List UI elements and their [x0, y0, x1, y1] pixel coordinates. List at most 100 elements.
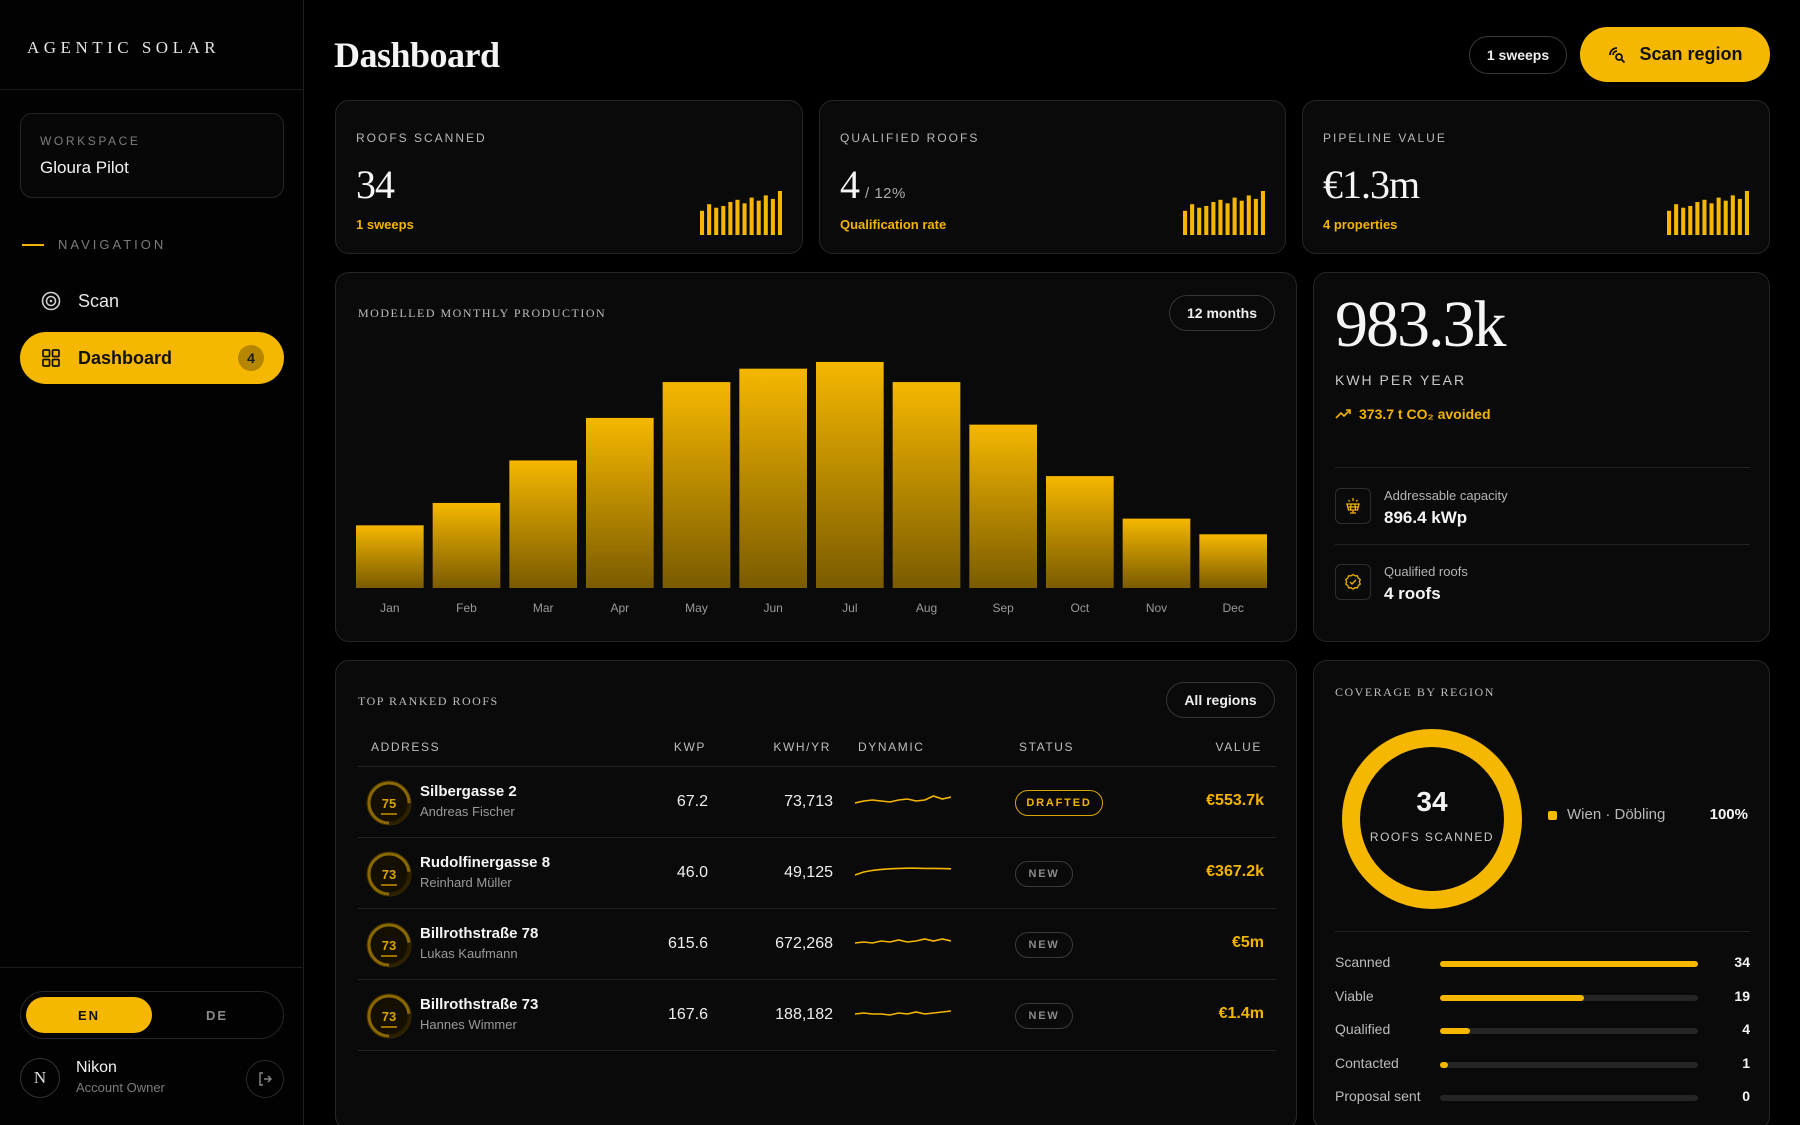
- funnel-fill: [1440, 994, 1585, 1001]
- bar-dec[interactable]: [1199, 534, 1267, 588]
- section-title: COVERAGE BY REGION: [1335, 685, 1495, 699]
- top-ranked-roofs-card: TOP RANKED ROOFS All regions ADDRESS KWP…: [335, 660, 1297, 1125]
- column-header-status[interactable]: STATUS: [1019, 740, 1075, 754]
- roof-address[interactable]: Rudolfinergasse 8: [420, 854, 551, 871]
- avatar[interactable]: N: [20, 1058, 60, 1098]
- bar-nov[interactable]: [1122, 518, 1191, 588]
- sidebar-item-dashboard[interactable]: Dashboard 4: [20, 332, 284, 384]
- roof-kwh: 672,268: [775, 935, 833, 952]
- logout-button[interactable]: [246, 1060, 284, 1098]
- funnel-label: Scanned: [1335, 954, 1391, 970]
- bar-may[interactable]: [662, 382, 731, 588]
- sidebar-item-scan[interactable]: Scan: [20, 275, 284, 327]
- bar-jul[interactable]: [816, 361, 884, 588]
- roof-value: €1.4m: [1218, 1005, 1264, 1022]
- divider: [1335, 931, 1750, 932]
- roof-kwh: 49,125: [784, 864, 833, 881]
- divider: [1335, 544, 1750, 545]
- kpi-value: 4 / 12%: [840, 161, 906, 208]
- kpi-sparkbars: [700, 191, 782, 235]
- nav-count-badge: 4: [238, 345, 264, 371]
- kpi-subvalue: / 12%: [865, 185, 906, 202]
- grid-icon: [40, 347, 62, 369]
- avatar-initial: N: [33, 1068, 47, 1087]
- language-option-en[interactable]: EN: [26, 997, 152, 1033]
- score-arc: [367, 852, 411, 896]
- dynamic-sparkline: [855, 938, 951, 944]
- sweeps-pill[interactable]: 1 sweeps: [1469, 36, 1567, 74]
- bar-mar[interactable]: [509, 460, 577, 588]
- divider: [0, 967, 304, 968]
- roof-owner: Reinhard Müller: [420, 875, 512, 890]
- column-header-address[interactable]: ADDRESS: [371, 740, 441, 754]
- scan-region-button[interactable]: Scan region: [1580, 27, 1770, 82]
- funnel-track: [1440, 1095, 1698, 1101]
- status-badge: DRAFTED: [1015, 790, 1103, 816]
- funnel-value: 4: [1742, 1021, 1750, 1037]
- status-badge: NEW: [1015, 861, 1073, 887]
- roof-kwp: 615.6: [667, 935, 708, 952]
- spark-bar: [749, 197, 754, 235]
- bar-sep[interactable]: [969, 424, 1037, 588]
- table-row[interactable]: 75 Silbergasse 2 Andreas Fischer 67.2 73,713…: [358, 766, 1276, 837]
- spark-bar: [1183, 210, 1188, 235]
- kpi-value-text: €1.3m: [1323, 162, 1420, 207]
- workspace-switcher[interactable]: WORKSPACE Gloura Pilot: [20, 113, 284, 198]
- spark-bar: [1204, 205, 1209, 235]
- funnel-track: [1440, 1061, 1698, 1068]
- bar-aug[interactable]: [892, 382, 961, 588]
- kpi-value: €1.3m: [1323, 161, 1420, 208]
- score-ring: 73: [366, 851, 412, 897]
- divider: [0, 89, 304, 90]
- spark-bar: [1260, 191, 1265, 235]
- spark-bar: [756, 200, 761, 235]
- language-option-de[interactable]: DE: [205, 1007, 229, 1023]
- spark-bar: [700, 210, 705, 235]
- funnel-row: Qualified 4: [1335, 1021, 1750, 1041]
- score-value: 73: [382, 867, 396, 882]
- workspace-label: WORKSPACE: [40, 134, 141, 148]
- sidebar: AGENTIC SOLAR WORKSPACE Gloura Pilot NAV…: [0, 0, 304, 1125]
- legend-region-name: Wien · Döbling: [1567, 806, 1666, 823]
- bar-oct[interactable]: [1046, 476, 1114, 588]
- column-header-kwp[interactable]: KWP: [673, 740, 706, 754]
- column-header-value[interactable]: VALUE: [1215, 740, 1262, 754]
- spark-bar: [1716, 197, 1721, 235]
- column-header-kwh[interactable]: KWH/YR: [773, 740, 831, 754]
- bar-apr[interactable]: [586, 417, 654, 588]
- roof-kwp: 167.6: [667, 1006, 708, 1023]
- legend-region-percent: 100%: [1709, 806, 1748, 823]
- table-row[interactable]: 73 Billrothstraße 78 Lukas Kaufmann 615.6 67…: [358, 908, 1276, 979]
- roof-address[interactable]: Silbergasse 2: [420, 783, 517, 800]
- score-arc: [367, 994, 411, 1038]
- roof-address[interactable]: Billrothstraße 78: [420, 925, 539, 942]
- capacity-value: 896.4 kWp: [1384, 508, 1468, 527]
- table-row[interactable]: 73 Billrothstraße 73 Hannes Wimmer 167.6 188…: [358, 979, 1276, 1050]
- sparkline-path: [855, 867, 951, 876]
- bar-feb[interactable]: [432, 502, 501, 588]
- funnel-row: Contacted 1: [1335, 1055, 1750, 1075]
- bar-jan[interactable]: [356, 525, 424, 588]
- roof-address[interactable]: Billrothstraße 73: [420, 996, 539, 1013]
- sidebar-item-label: Dashboard: [78, 347, 173, 368]
- bar-jun[interactable]: [739, 368, 807, 588]
- capacity-row: Addressable capacity 896.4 kWp: [1335, 478, 1750, 532]
- funnel-label: Viable: [1335, 987, 1374, 1004]
- donut-segment[interactable]: [1342, 729, 1522, 909]
- status-badge: NEW: [1015, 1003, 1073, 1029]
- x-tick-label: Aug: [916, 601, 937, 615]
- region-filter-pill[interactable]: All regions: [1166, 682, 1275, 718]
- spark-bar: [1709, 203, 1714, 235]
- kpi-sparkbars: [1667, 191, 1749, 235]
- range-pill[interactable]: 12 months: [1169, 295, 1275, 331]
- x-tick-label: Mar: [533, 601, 554, 615]
- kpi-label: QUALIFIED ROOFS: [840, 131, 980, 145]
- kpi-note: Qualification rate: [840, 217, 947, 232]
- section-title: TOP RANKED ROOFS: [358, 694, 499, 708]
- score-arc: [367, 781, 411, 825]
- roof-kwh: 188,182: [775, 1006, 833, 1023]
- spark-bar: [1688, 205, 1693, 235]
- kpi-note: 4 properties: [1323, 217, 1398, 232]
- spark-bar: [714, 207, 719, 235]
- table-row[interactable]: 73 Rudolfinergasse 8 Reinhard Müller 46.0 49…: [358, 837, 1276, 908]
